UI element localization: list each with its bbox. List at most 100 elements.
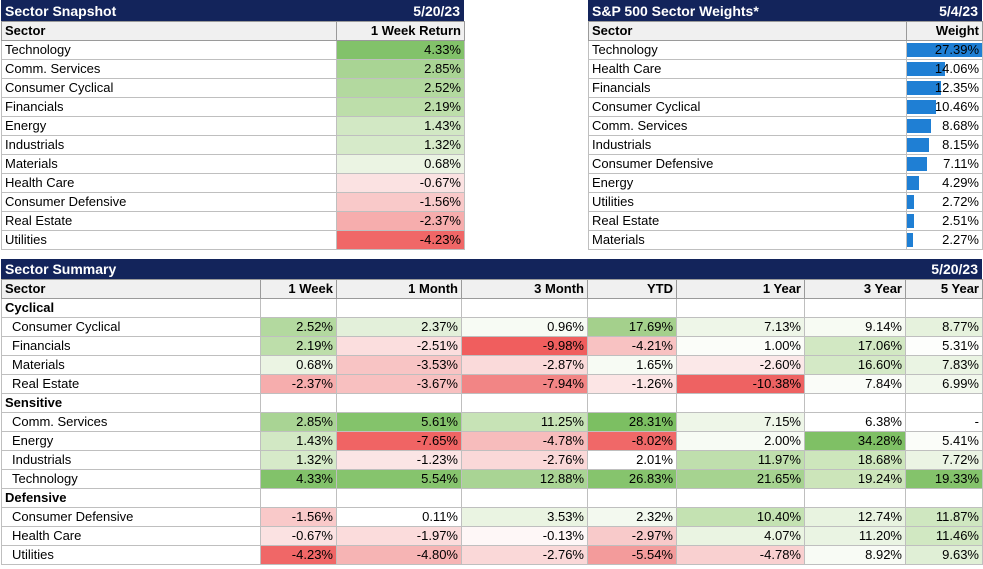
table-row: Health Care 14.06%	[588, 59, 983, 79]
return-value: -2.87%	[461, 355, 588, 375]
return-value: -2.76%	[461, 450, 588, 470]
return-value: 11.25%	[461, 412, 588, 432]
table-row: Real Estate -2.37% -3.67% -7.94% -1.26% -10.3…	[1, 374, 983, 394]
table-row: Financials 2.19% -2.51% -9.98% -4.21% 1.00% 17…	[1, 336, 983, 356]
sector-name: Materials	[588, 230, 907, 250]
return-value: 0.68%	[336, 154, 465, 174]
table-row: Comm. Services 2.85%	[1, 59, 465, 79]
weight-value: 2.72%	[942, 194, 979, 209]
sector-name: Materials	[1, 154, 337, 174]
return-value: 9.14%	[804, 317, 906, 337]
return-value: 2.85%	[336, 59, 465, 79]
group-row: Sensitive	[1, 393, 983, 413]
weight-bar	[907, 119, 931, 133]
return-value: 1.00%	[676, 336, 805, 356]
group-spacer	[336, 488, 462, 508]
table-row: Industrials 1.32% -1.23% -2.76% 2.01% 11.97% 1…	[1, 450, 983, 470]
return-value: 10.40%	[676, 507, 805, 527]
group-spacer	[676, 393, 805, 413]
weight-value: 4.29%	[942, 175, 979, 190]
table-row: Consumer Defensive 7.11%	[588, 154, 983, 174]
weights-column-headers: Sector Weight	[588, 21, 983, 41]
group-name: Defensive	[1, 488, 261, 508]
return-value: 8.77%	[905, 317, 983, 337]
table-row: Financials 12.35%	[588, 78, 983, 98]
group-spacer	[260, 488, 337, 508]
table-row: Industrials 1.32%	[1, 135, 465, 155]
table-row: Materials 0.68%	[1, 154, 465, 174]
return-value: 2.37%	[336, 317, 462, 337]
return-value: 34.28%	[804, 431, 906, 451]
weight-value: 10.46%	[934, 99, 979, 114]
return-value: 2.52%	[260, 317, 337, 337]
sector-name: Utilities	[588, 192, 907, 212]
table-row: Consumer Cyclical 2.52%	[1, 78, 465, 98]
return-value: 19.24%	[804, 469, 906, 489]
table-row: Consumer Defensive -1.56%	[1, 192, 465, 212]
sector-name: Financials	[1, 336, 261, 356]
return-value: -3.67%	[336, 374, 462, 394]
return-value: 2.19%	[260, 336, 337, 356]
group-spacer	[905, 488, 983, 508]
group-row: Defensive	[1, 488, 983, 508]
weight-cell: 8.68%	[906, 116, 983, 136]
group-spacer	[461, 488, 588, 508]
weight-bar	[907, 157, 927, 171]
group-spacer	[804, 298, 906, 318]
return-value: 16.60%	[804, 355, 906, 375]
weight-bar	[907, 138, 930, 152]
snapshot-date: 5/20/23	[413, 2, 460, 19]
return-value: -1.97%	[336, 526, 462, 546]
return-value: 0.68%	[260, 355, 337, 375]
return-value: -4.78%	[461, 431, 588, 451]
sector-name: Comm. Services	[1, 412, 261, 432]
weight-cell: 2.72%	[906, 192, 983, 212]
return-value: 12.88%	[461, 469, 588, 489]
return-value: -1.26%	[587, 374, 677, 394]
sector-name: Energy	[1, 431, 261, 451]
snapshot-header: Sector Snapshot 5/20/23	[1, 0, 464, 21]
group-spacer	[676, 298, 805, 318]
weights-header: S&P 500 Sector Weights* 5/4/23	[588, 0, 982, 21]
group-spacer	[905, 298, 983, 318]
weight-value: 2.27%	[942, 232, 979, 247]
weight-bar	[907, 214, 914, 228]
return-value: -1.56%	[260, 507, 337, 527]
return-value: -5.54%	[587, 545, 677, 565]
table-row: Health Care -0.67%	[1, 173, 465, 193]
return-value: 7.15%	[676, 412, 805, 432]
return-value: 9.63%	[905, 545, 983, 565]
return-value: -2.37%	[260, 374, 337, 394]
sector-name: Energy	[1, 116, 337, 136]
table-row: Technology 4.33%	[1, 40, 465, 60]
sector-name: Real Estate	[1, 374, 261, 394]
weight-value: 14.06%	[934, 61, 979, 76]
return-value: 1.65%	[587, 355, 677, 375]
group-row: Cyclical	[1, 298, 983, 318]
weight-bar	[907, 195, 915, 209]
table-row: Utilities 2.72%	[588, 192, 983, 212]
sector-name: Utilities	[1, 230, 337, 250]
weight-cell: 4.29%	[906, 173, 983, 193]
column-header: 5 Year	[905, 279, 983, 299]
return-value: 17.06%	[804, 336, 906, 356]
group-spacer	[260, 298, 337, 318]
return-value: -0.67%	[336, 173, 465, 193]
return-value: -2.37%	[336, 211, 465, 231]
weight-cell: 2.27%	[906, 230, 983, 250]
table-row: Comm. Services 8.68%	[588, 116, 983, 136]
weight-bar	[907, 62, 946, 76]
sector-name: Materials	[1, 355, 261, 375]
weight-bar	[907, 81, 941, 95]
table-row: Technology 27.39%	[588, 40, 983, 60]
return-value: 11.87%	[905, 507, 983, 527]
summary-date: 5/20/23	[931, 261, 978, 277]
return-value: -2.60%	[676, 355, 805, 375]
table-row: Financials 2.19%	[1, 97, 465, 117]
table-row: Consumer Cyclical 2.52% 2.37% 0.96% 17.69% 7.…	[1, 317, 983, 337]
column-header-sector: Sector	[1, 21, 337, 41]
return-value: 8.92%	[804, 545, 906, 565]
return-value: 11.46%	[905, 526, 983, 546]
sector-name: Industrials	[1, 450, 261, 470]
table-row: Real Estate -2.37%	[1, 211, 465, 231]
